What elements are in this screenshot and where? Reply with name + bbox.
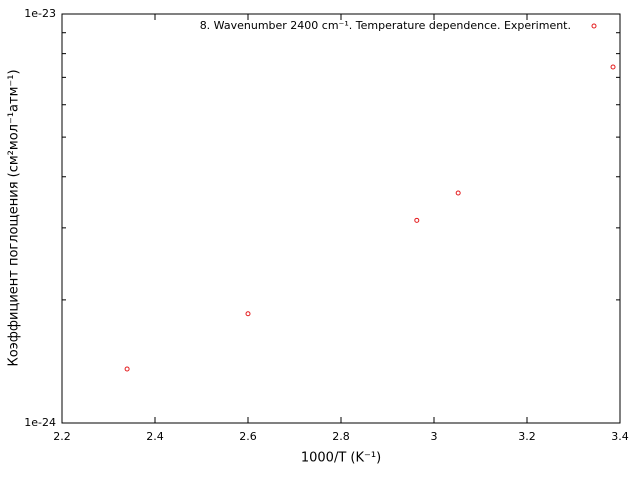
x-tick-label: 3 <box>431 430 438 443</box>
y-axis-label: Коэффициент поглощения (см²мол⁻¹атм⁻¹) <box>7 69 22 366</box>
x-tick-label: 3.2 <box>518 430 536 443</box>
y-tick-label: 1e-24 <box>24 416 56 429</box>
x-tick-label: 2.8 <box>332 430 350 443</box>
point <box>455 190 461 196</box>
plot-frame <box>61 13 621 424</box>
point <box>414 217 420 223</box>
y-tick-label: 1e-23 <box>24 7 56 20</box>
x-tick-label: 3.4 <box>611 430 629 443</box>
point <box>245 311 251 317</box>
legend-label: 8. Wavenumber 2400 cm⁻¹. Temperature dep… <box>200 19 571 32</box>
x-tick-label: 2.6 <box>239 430 257 443</box>
x-axis-label: 1000/T (K⁻¹) <box>301 451 381 466</box>
legend-marker <box>591 23 597 29</box>
point <box>610 64 616 70</box>
x-tick-label: 2.2 <box>53 430 71 443</box>
x-tick-label: 2.4 <box>146 430 164 443</box>
point <box>124 366 130 372</box>
